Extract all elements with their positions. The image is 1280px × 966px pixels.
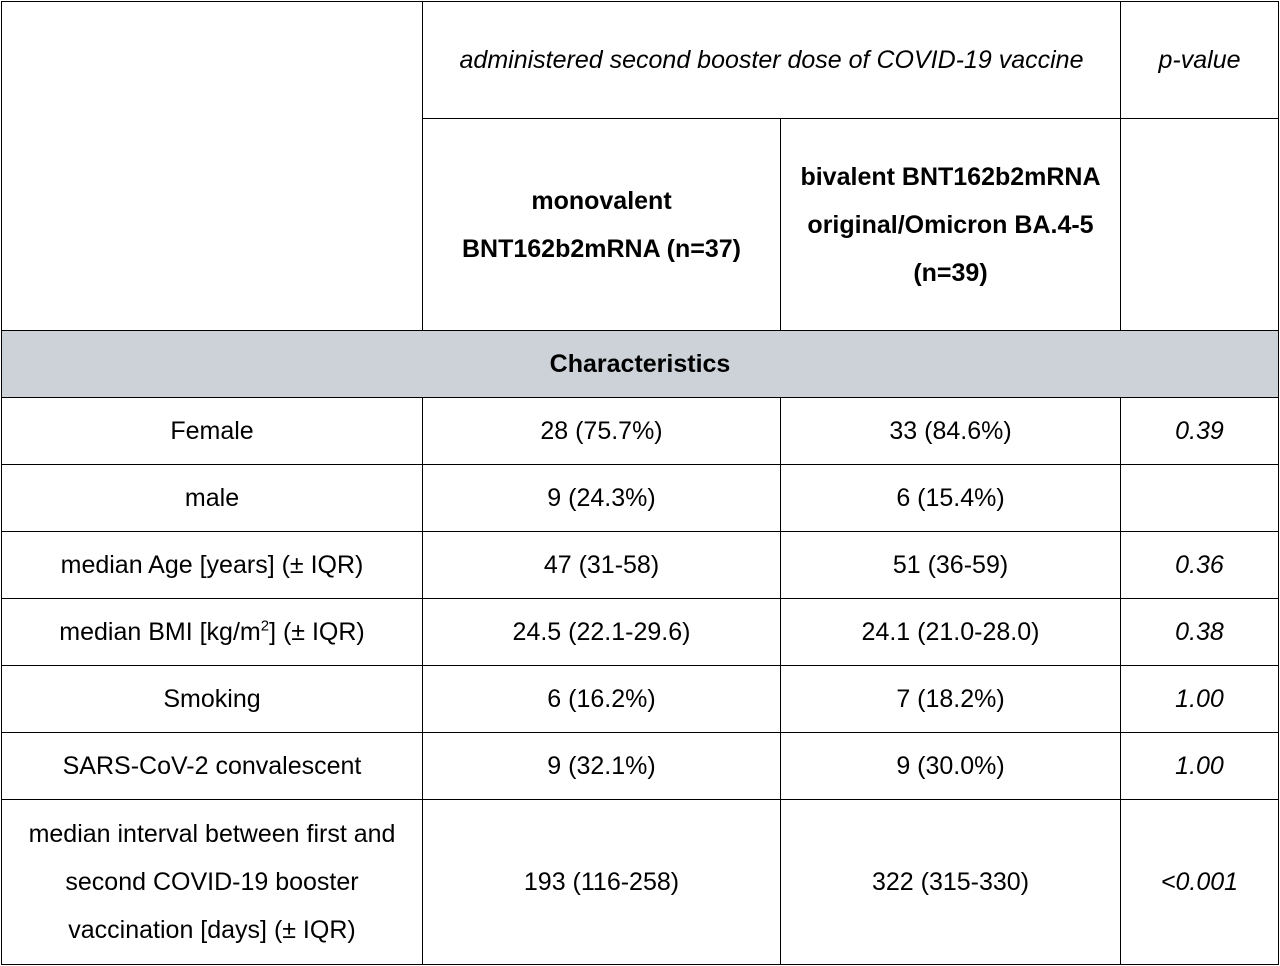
- cell-pvalue: 0.39: [1120, 397, 1280, 465]
- table-row: Female 28 (75.7%) 33 (84.6%) 0.39: [1, 397, 1280, 465]
- row-label: median Age [years] (± IQR): [1, 531, 423, 599]
- cell-pvalue: 0.38: [1120, 598, 1280, 666]
- cell-pvalue: 1.00: [1120, 665, 1280, 733]
- table-row: male 9 (24.3%) 6 (15.4%): [1, 464, 1280, 532]
- cell-monovalent: 28 (75.7%): [422, 397, 781, 465]
- cell-bivalent: 51 (36-59): [779, 531, 1122, 599]
- header-row-2: monovalent BNT162b2mRNA (n=37) bivalent …: [2, 118, 1280, 331]
- cell-pvalue: 0.36: [1120, 531, 1280, 599]
- cell-bivalent: 9 (30.0%): [779, 732, 1122, 800]
- row-label: SARS-CoV-2 convalescent: [1, 732, 423, 800]
- col-header-monovalent: monovalent BNT162b2mRNA (n=37): [422, 118, 781, 331]
- cell-monovalent: 193 (116-258): [422, 799, 781, 965]
- cell-monovalent: 47 (31-58): [422, 531, 781, 599]
- row-label-pre: median BMI [kg/m: [59, 618, 261, 646]
- row-label-post: ] (± IQR): [269, 618, 365, 646]
- table-row: median BMI [kg/m2] (± IQR) 24.5 (22.1-29…: [1, 598, 1280, 666]
- row-label: median BMI [kg/m2] (± IQR): [1, 598, 423, 666]
- table-row: median interval between first and second…: [1, 799, 1280, 965]
- group-header: administered second booster dose of COVI…: [421, 1, 1122, 119]
- pvalue-header: p-value: [1120, 1, 1280, 119]
- cell-bivalent: 322 (315-330): [779, 799, 1122, 965]
- cell-monovalent: 9 (32.1%): [422, 732, 781, 800]
- cell-bivalent: 6 (15.4%): [779, 464, 1122, 532]
- header-row-1: administered second booster dose of COVI…: [1, 1, 1280, 331]
- section-title: Characteristics: [0, 330, 1280, 398]
- table-row: median Age [years] (± IQR) 47 (31-58) 51…: [1, 531, 1280, 599]
- corner-cell: [1, 1, 423, 331]
- cell-bivalent: 33 (84.6%): [779, 397, 1122, 465]
- cell-monovalent: 9 (24.3%): [422, 464, 781, 532]
- cell-pvalue: <0.001: [1120, 799, 1280, 965]
- row-label: male: [1, 464, 423, 532]
- table-row: Smoking 6 (16.2%) 7 (18.2%) 1.00: [1, 665, 1280, 733]
- cell-monovalent: 24.5 (22.1-29.6): [422, 598, 781, 666]
- col-header-bivalent: bivalent BNT162b2mRNA original/Omicron B…: [779, 118, 1122, 331]
- table-row: SARS-CoV-2 convalescent 9 (32.1%) 9 (30.…: [1, 732, 1280, 800]
- row-label: median interval between first and second…: [1, 799, 423, 965]
- row-label-sup: 2: [260, 617, 270, 635]
- row-label: Female: [1, 397, 423, 465]
- pvalue-header-empty: [1120, 118, 1280, 331]
- cell-pvalue: [1120, 464, 1280, 532]
- cell-bivalent: 24.1 (21.0-28.0): [779, 598, 1122, 666]
- cell-bivalent: 7 (18.2%): [779, 665, 1122, 733]
- row-label: Smoking: [1, 665, 423, 733]
- cell-pvalue: 1.00: [1120, 732, 1280, 800]
- section-row: Characteristics: [0, 330, 1280, 398]
- cell-monovalent: 6 (16.2%): [422, 665, 781, 733]
